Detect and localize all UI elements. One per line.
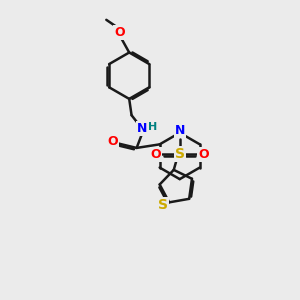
Text: O: O [114, 26, 125, 39]
Text: H: H [148, 122, 158, 132]
Text: O: O [151, 148, 161, 161]
Text: O: O [107, 135, 118, 148]
Text: S: S [175, 147, 185, 161]
Text: N: N [137, 122, 147, 135]
Text: O: O [198, 148, 209, 161]
Text: S: S [158, 198, 168, 212]
Text: N: N [175, 124, 185, 137]
